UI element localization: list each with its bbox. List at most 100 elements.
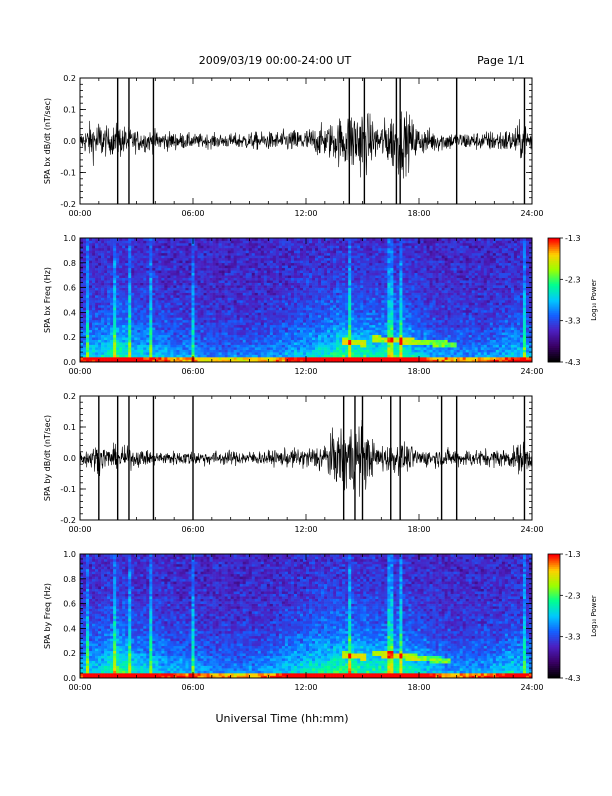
heatmap-cell [149,273,152,276]
heatmap-cell [231,293,234,296]
heatmap-cell [267,260,270,263]
heatmap-cell [291,337,294,340]
heatmap-cell [222,315,225,318]
heatmap-cell [92,278,95,281]
heatmap-cell [207,253,210,256]
heatmap-cell [86,283,89,286]
heatmap-cell [345,327,348,330]
heatmap-cell [173,342,176,345]
heatmap-cell [240,300,243,303]
heatmap-cell [261,298,264,301]
heatmap-cell [210,258,213,261]
heatmap-cell [210,268,213,271]
heatmap-cell [336,300,339,303]
heatmap-cell [273,298,276,301]
heatmap-cell [357,337,360,340]
heatmap-cell [342,325,345,328]
heatmap-cell [173,270,176,273]
heatmap-cell [204,345,207,348]
heatmap-cell [294,275,297,278]
heatmap-cell [237,298,240,301]
heatmap-cell [369,265,372,268]
heatmap-cell [279,305,282,308]
heatmap-cell [191,250,194,253]
heatmap-cell [158,255,161,258]
heatmap-cell [207,278,210,281]
heatmap-cell [161,293,164,296]
heatmap-cell [173,285,176,288]
heatmap-cell [134,325,137,328]
heatmap-cell [291,345,294,348]
heatmap-cell [113,307,116,310]
heatmap-cell [321,290,324,293]
heatmap-cell [255,243,258,246]
heatmap-cell [267,302,270,305]
heatmap-cell [182,243,185,246]
heatmap-cell [240,307,243,310]
heatmap-cell [110,240,113,243]
heatmap-cell [167,260,170,263]
heatmap-cell [270,253,273,256]
heatmap-cell [264,255,267,258]
heatmap-cell [327,317,330,320]
heatmap-cell [143,275,146,278]
heatmap-cell [318,278,321,281]
heatmap-cell [330,335,333,338]
heatmap-cell [312,275,315,278]
heatmap-cell [291,305,294,308]
heatmap-cell [363,275,366,278]
heatmap-cell [164,243,167,246]
heatmap-cell [134,352,137,355]
heatmap-cell [315,302,318,305]
heatmap-cell [185,350,188,353]
heatmap-cell [195,305,198,308]
heatmap-cell [128,340,131,343]
heatmap-cell [267,293,270,296]
heatmap-cell [185,307,188,310]
heatmap-cell [179,255,182,258]
heatmap-cell [158,305,161,308]
heatmap-cell [222,307,225,310]
heatmap-cell [143,283,146,286]
heatmap-cell [161,350,164,353]
heatmap-cell [234,342,237,345]
heatmap-cell [225,288,228,291]
heatmap-cell [176,322,179,325]
heatmap-cell [288,320,291,323]
heatmap-cell [173,352,176,355]
heatmap-cell [161,278,164,281]
heatmap-cell [267,300,270,303]
heatmap-cell [291,300,294,303]
heatmap-cell [252,340,255,343]
heatmap-cell [86,315,89,318]
heatmap-cell [360,342,363,345]
heatmap-cell [306,302,309,305]
heatmap-cell [285,275,288,278]
heatmap-cell [237,340,240,343]
heatmap-cell [243,268,246,271]
heatmap-cell [261,295,264,298]
heatmap-cell [225,302,228,305]
heatmap-cell [216,263,219,266]
heatmap-cell [86,335,89,338]
heatmap-cell [327,332,330,335]
heatmap-cell [83,268,86,271]
heatmap-cell [333,347,336,350]
heatmap-cell [143,280,146,283]
heatmap-cell [179,322,182,325]
heatmap-cell [170,290,173,293]
heatmap-cell [306,260,309,263]
heatmap-cell [348,317,351,320]
heatmap-cell [348,347,351,350]
heatmap-cell [294,305,297,308]
heatmap-cell [89,298,92,301]
heatmap-cell [140,248,143,251]
heatmap-cell [345,312,348,315]
heatmap-cell [336,278,339,281]
heatmap-cell [176,283,179,286]
heatmap-cell [134,278,137,281]
heatmap-cell [173,302,176,305]
heatmap-cell [279,337,282,340]
heatmap-cell [213,307,216,310]
heatmap-cell [128,320,131,323]
